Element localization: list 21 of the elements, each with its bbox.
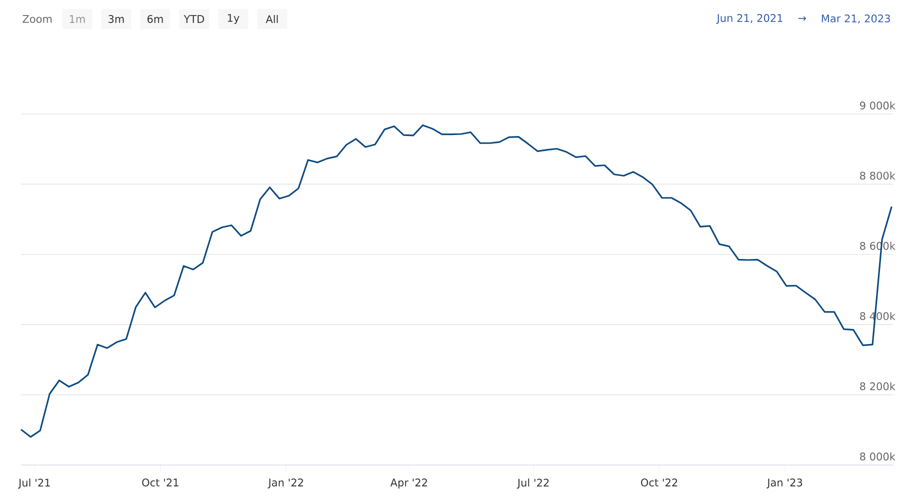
x-tick-label: Oct '21 bbox=[142, 478, 178, 486]
text: YTD bbox=[184, 15, 204, 23]
text: Mar 21, 2023 bbox=[822, 14, 890, 24]
y-tick-label: 8 800k bbox=[860, 172, 896, 180]
text: 6m bbox=[147, 15, 163, 23]
x-tick-label: Jan '23 bbox=[766, 478, 802, 488]
x-tick-label: Oct '22 bbox=[641, 478, 678, 486]
text: Jun 21, 2021 bbox=[716, 14, 782, 24]
text: 3m bbox=[108, 15, 124, 23]
x-tick-label: Jan '22 bbox=[268, 478, 303, 488]
y-tick-label: 9 000k bbox=[860, 101, 896, 110]
text: → bbox=[798, 16, 806, 21]
text: 1y bbox=[228, 14, 240, 24]
x-tick-label: Jul '22 bbox=[516, 478, 549, 489]
x-tick-label: Apr '22 bbox=[390, 478, 427, 488]
y-tick-label: 8 000k bbox=[860, 452, 896, 460]
text: 1m bbox=[70, 15, 85, 23]
text: All bbox=[266, 15, 278, 23]
text: Zoom bbox=[22, 15, 52, 23]
y-tick-label: 8 200k bbox=[860, 382, 896, 390]
x-tick-label: Jul '21 bbox=[18, 478, 50, 489]
